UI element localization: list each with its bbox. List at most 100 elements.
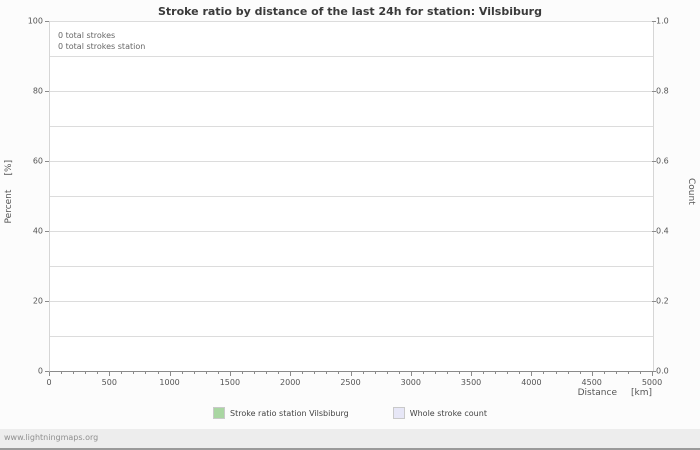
x-minor-tickmark xyxy=(85,372,87,374)
x-tick-label: 0 xyxy=(46,378,52,387)
left-tickmark xyxy=(45,371,49,372)
x-major-tickmark xyxy=(652,372,653,376)
x-tick-label: 2500 xyxy=(340,378,361,387)
left-tickmark xyxy=(45,21,49,22)
x-axis-unit: [km] xyxy=(630,388,652,398)
x-minor-tickmark xyxy=(302,372,304,374)
x-minor-tickmark xyxy=(555,372,557,374)
gridline xyxy=(50,301,653,302)
x-minor-tickmark xyxy=(483,372,485,374)
x-tick-label: 3000 xyxy=(400,378,421,387)
x-tick-label: 5000 xyxy=(641,378,663,387)
x-minor-tickmark xyxy=(374,372,376,374)
x-minor-tickmark xyxy=(121,372,123,374)
legend-item: Stroke ratio station Vilsbiburg xyxy=(213,407,349,419)
left-tick-label: 80 xyxy=(32,86,43,96)
x-minor-tickmark xyxy=(446,372,448,374)
x-major-tickmark xyxy=(531,372,533,376)
chart-title: Stroke ratio by distance of the last 24h… xyxy=(157,5,542,18)
x-minor-tickmark xyxy=(579,372,581,374)
left-tick-label: 60 xyxy=(32,156,43,166)
x-tick-label: 4500 xyxy=(581,378,602,387)
gridline xyxy=(50,21,653,22)
legend-label: Whole stroke count xyxy=(409,408,487,418)
right-tick-label: 0.2 xyxy=(656,296,669,306)
x-tick-label: 3500 xyxy=(460,378,482,387)
x-major-tickmark xyxy=(169,372,171,376)
x-minor-tickmark xyxy=(362,372,364,374)
left-tickmark xyxy=(45,161,49,162)
x-major-tickmark xyxy=(350,372,352,376)
x-minor-tickmark xyxy=(603,372,605,374)
x-minor-tickmark xyxy=(278,372,280,374)
right-tick-label: 0.0 xyxy=(656,366,669,376)
x-minor-tickmark xyxy=(543,372,545,374)
x-minor-tickmark xyxy=(217,372,219,374)
right-axis-tickmarks xyxy=(652,21,656,372)
x-minor-tickmark xyxy=(567,372,569,374)
left-axis-tickmarks xyxy=(45,21,49,372)
x-major-tickmark xyxy=(591,372,593,376)
left-tick-label: 0 xyxy=(37,366,43,376)
gridline xyxy=(50,161,653,162)
left-tickmark xyxy=(45,91,49,92)
right-tickmark xyxy=(652,301,656,302)
left-axis-label-text: Percent xyxy=(4,189,14,224)
x-minor-tickmark xyxy=(205,372,207,374)
x-tick-label: 1000 xyxy=(159,378,180,387)
left-axis-unit: [%] xyxy=(4,160,14,176)
x-minor-tickmark xyxy=(422,372,424,374)
x-axis-label: Distance [km] xyxy=(578,388,652,398)
x-minor-tickmark xyxy=(507,372,509,374)
x-major-tickmark xyxy=(109,372,111,376)
gridline xyxy=(50,196,653,197)
x-axis-label-text: Distance xyxy=(577,388,617,398)
right-axis-ticks: 0.0 0.2 0.4 0.6 0.8 1.0 xyxy=(656,17,698,376)
x-tick-label: 4000 xyxy=(521,378,542,387)
x-minor-tickmark xyxy=(254,372,256,374)
x-tick-label: 2000 xyxy=(280,378,301,387)
left-tick-label: 100 xyxy=(27,16,43,26)
legend-label: Stroke ratio station Vilsbiburg xyxy=(230,408,349,418)
right-tickmark xyxy=(652,21,656,22)
x-minor-tickmark xyxy=(145,372,147,374)
legend: Stroke ratio station Vilsbiburg Whole str… xyxy=(0,407,700,419)
x-tick-label: 1500 xyxy=(219,378,241,387)
left-tickmark xyxy=(45,231,49,232)
gridline xyxy=(50,336,653,337)
legend-swatch-icon xyxy=(392,407,405,419)
gridline xyxy=(50,91,653,92)
gridline xyxy=(50,231,653,232)
plot-area: 0 total strokes 0 total strokes station xyxy=(49,21,654,372)
footer-bar: www.lightningmaps.org xyxy=(0,429,700,450)
x-minor-tickmark xyxy=(615,372,617,374)
right-tickmark xyxy=(652,161,656,162)
left-tick-label: 40 xyxy=(32,226,43,236)
x-minor-tickmark xyxy=(181,372,183,374)
x-minor-tickmark xyxy=(338,372,340,374)
legend-swatch-icon xyxy=(213,407,226,419)
x-minor-tickmark xyxy=(434,372,436,374)
x-tick-label: 500 xyxy=(101,378,117,387)
x-minor-tickmark xyxy=(519,372,521,374)
right-axis-label: Count xyxy=(686,178,696,205)
annotation-total-strokes: 0 total strokes xyxy=(58,31,116,40)
x-minor-tickmark xyxy=(627,372,629,374)
x-minor-tickmark xyxy=(133,372,135,374)
right-tickmark xyxy=(652,91,656,92)
x-minor-tickmark xyxy=(157,372,159,374)
legend-item: Whole stroke count xyxy=(392,407,487,419)
x-minor-tickmark xyxy=(73,372,75,374)
right-tick-label: 0.6 xyxy=(656,156,669,166)
x-minor-tickmark xyxy=(193,372,195,374)
gridline xyxy=(50,56,653,57)
left-axis-label: Percent [%] xyxy=(4,160,14,223)
x-major-tickmark xyxy=(49,372,50,376)
x-major-tickmark xyxy=(290,372,292,376)
x-minor-tickmark xyxy=(386,372,388,374)
left-axis-ticks: 0 20 40 60 80 100 xyxy=(0,17,45,376)
x-minor-tickmark xyxy=(314,372,316,374)
x-minor-tickmark xyxy=(241,372,243,374)
right-tick-label: 0.8 xyxy=(656,86,669,96)
x-minor-tickmark xyxy=(639,372,641,374)
